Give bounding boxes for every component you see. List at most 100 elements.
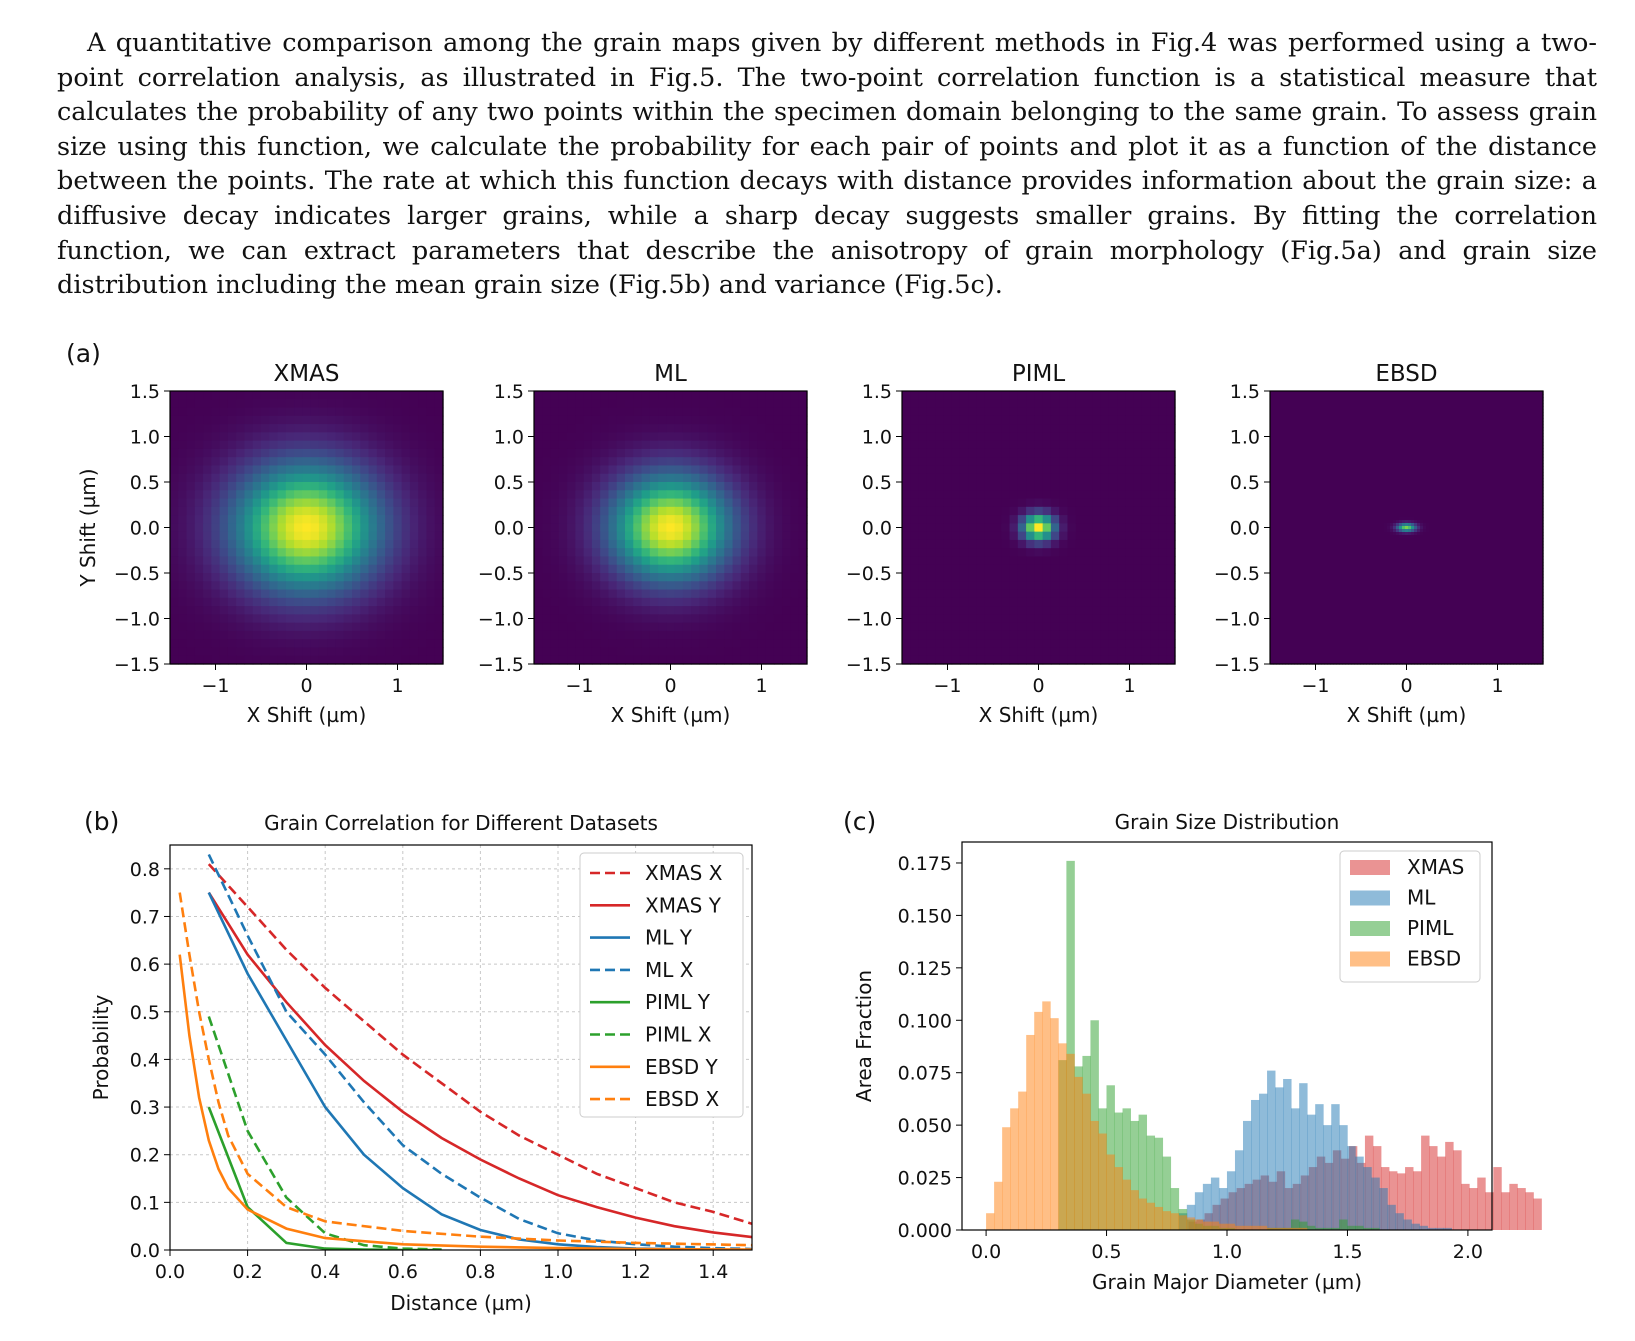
- heatmap-cell: [591, 597, 601, 607]
- heatmap-cell: [376, 647, 386, 657]
- heatmap-cell: [1294, 400, 1298, 404]
- heatmap-cell: [1026, 622, 1035, 632]
- heatmap-cell: [1125, 490, 1135, 500]
- heatmap-cell: [757, 539, 767, 549]
- heatmap-cell: [798, 639, 808, 649]
- heatmap-cell: [1516, 436, 1520, 440]
- heatmap-cell: [376, 523, 386, 533]
- heatmap-cell: [1117, 424, 1126, 433]
- x-tick-label: 0: [1032, 675, 1044, 697]
- heatmap-cell: [1492, 403, 1496, 407]
- heatmap-cell: [583, 415, 593, 425]
- heatmap-cell: [1411, 430, 1415, 434]
- heatmap-cell: [1393, 442, 1397, 446]
- heatmap-cell: [749, 473, 758, 483]
- heatmap-cell: [550, 465, 560, 475]
- heatmap-cell: [178, 432, 188, 442]
- heatmap-cell: [1001, 424, 1011, 433]
- heatmap-cell: [285, 622, 295, 632]
- heatmap-cell: [1375, 412, 1379, 416]
- heatmap-cell: [1372, 415, 1376, 419]
- heatmap-cell: [1141, 424, 1151, 433]
- heatmap-cell: [1372, 427, 1376, 431]
- heatmap-cell: [674, 457, 684, 467]
- heatmap-cell: [649, 498, 659, 508]
- heatmap-cell: [641, 581, 651, 591]
- heatmap-cell: [1450, 391, 1454, 395]
- heatmap-cell: [434, 407, 444, 417]
- heatmap-cell: [707, 498, 717, 508]
- heatmap-cell: [1408, 397, 1412, 401]
- heatmap-cell: [1531, 409, 1535, 413]
- heatmap-cell: [434, 415, 444, 425]
- heatmap-cell: [951, 573, 961, 582]
- heatmap-cell: [1510, 394, 1514, 398]
- heatmap-cell: [1034, 407, 1044, 417]
- heatmap-cell: [633, 630, 643, 640]
- heatmap-cell: [385, 639, 394, 649]
- heatmap-cell: [625, 432, 634, 442]
- heatmap-cell: [542, 490, 552, 500]
- heatmap-cell: [1042, 548, 1052, 558]
- heatmap-cell: [1133, 639, 1143, 649]
- heatmap-cell: [1393, 424, 1397, 428]
- heatmap-cell: [1486, 415, 1490, 419]
- heatmap-cell: [376, 399, 386, 409]
- heatmap-cell: [1034, 655, 1044, 665]
- heatmap-cell: [302, 523, 312, 533]
- heatmap-cell: [1042, 424, 1052, 433]
- heatmap-cell: [682, 465, 692, 475]
- heatmap-cell: [426, 655, 436, 665]
- heatmap-cell: [269, 647, 279, 657]
- heatmap-cell: [1486, 418, 1490, 422]
- heatmap-cell: [1510, 442, 1514, 446]
- heatmap-cell: [186, 556, 196, 566]
- heatmap-cell: [335, 506, 345, 516]
- heatmap-cell: [1150, 399, 1160, 409]
- heatmap-cell: [227, 589, 237, 599]
- heatmap-cell: [918, 391, 928, 400]
- heatmap-cell: [1447, 430, 1451, 434]
- heatmap-cell: [1528, 415, 1532, 419]
- heatmap-cell: [1042, 564, 1052, 574]
- heatmap-cell: [1117, 523, 1126, 533]
- heatmap-cell: [1321, 445, 1325, 449]
- heatmap-cell: [926, 440, 936, 450]
- heatmap-cell: [1504, 439, 1508, 443]
- heatmap-cell: [542, 655, 552, 665]
- heatmap-cell: [1522, 442, 1526, 446]
- heatmap-cell: [1468, 439, 1472, 443]
- heatmap-cell: [219, 490, 229, 500]
- heatmap-cell: [798, 630, 808, 640]
- heatmap-cell: [211, 415, 221, 425]
- heatmap-cell: [699, 498, 709, 508]
- heatmap-cell: [1150, 639, 1160, 649]
- heatmap-cell: [352, 630, 361, 640]
- heatmap-cell: [352, 531, 361, 541]
- heatmap-cell: [1026, 490, 1035, 500]
- heatmap-cell: [707, 465, 717, 475]
- heatmap-cell: [1092, 457, 1102, 467]
- heatmap-cell: [534, 548, 543, 558]
- heatmap-cell: [1516, 421, 1520, 425]
- heatmap-cell: [740, 630, 750, 640]
- heatmap-cell: [1459, 391, 1463, 395]
- heatmap-cell: [649, 548, 659, 558]
- heatmap-cell: [625, 448, 634, 458]
- heatmap-cell: [211, 606, 221, 615]
- heatmap-cell: [1390, 409, 1394, 413]
- heatmap-cell: [935, 556, 944, 566]
- heatmap-cell: [1366, 436, 1370, 440]
- heatmap-cell: [666, 564, 676, 574]
- heatmap-cell: [1510, 397, 1514, 401]
- heatmap-cell: [608, 548, 618, 558]
- heatmap-cell: [1474, 424, 1478, 428]
- heatmap-cell: [418, 531, 428, 541]
- heatmap-cell: [633, 399, 643, 409]
- heatmap-cell: [1075, 622, 1085, 632]
- heatmap-cell: [749, 440, 758, 450]
- heatmap-cell: [1507, 433, 1511, 437]
- heatmap-cell: [1084, 614, 1093, 624]
- heatmap-cell: [252, 589, 262, 599]
- heatmap-cell: [1492, 412, 1496, 416]
